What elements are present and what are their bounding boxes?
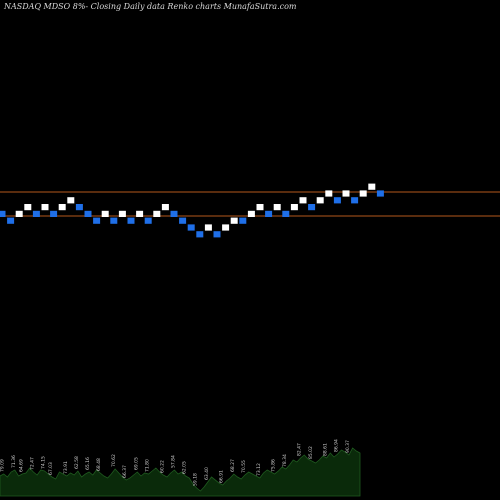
volume-value-label: 70.55	[241, 460, 247, 473]
renko-brick-up	[342, 190, 350, 197]
renko-brick-up	[230, 217, 238, 224]
renko-brick-up	[153, 210, 161, 217]
renko-brick-up	[299, 197, 307, 204]
volume-value-label: 75.86	[271, 459, 277, 472]
renko-brick-up	[204, 224, 212, 231]
volume-value-label: 68.48	[96, 458, 102, 471]
renko-brick-up	[368, 183, 376, 190]
volume-value-label: 66.37	[122, 465, 128, 478]
volume-value-label: 67.03	[48, 462, 54, 475]
volume-value-label: 70.62	[111, 454, 117, 467]
renko-brick-down	[265, 210, 273, 217]
renko-brick-up	[325, 190, 333, 197]
renko-brick-up	[58, 204, 66, 211]
volume-value-label: 65.16	[85, 457, 91, 470]
renko-bricks	[0, 183, 384, 238]
renko-brick-up	[316, 197, 324, 204]
renko-brick-up	[256, 204, 264, 211]
renko-brick-down	[127, 217, 135, 224]
renko-brick-down	[50, 210, 58, 217]
renko-brick-down	[187, 224, 195, 231]
volume-value-label: 57.84	[170, 455, 176, 468]
renko-brick-down	[75, 204, 83, 211]
volume-area	[0, 447, 361, 497]
renko-brick-down	[351, 197, 359, 204]
renko-brick-up	[290, 204, 298, 211]
volume-value-label: 64.69	[18, 459, 24, 472]
renko-brick-up	[67, 197, 75, 204]
volume-value-label: 63.40	[204, 467, 210, 480]
renko-brick-up	[118, 210, 126, 217]
volume-series	[0, 447, 361, 497]
renko-brick-down	[32, 210, 40, 217]
volume-value-label: 82.47	[297, 443, 303, 456]
volume-value-label: 69.05	[133, 457, 139, 470]
volume-value-label: 73.12	[256, 463, 262, 476]
renko-brick-down	[239, 217, 247, 224]
volume-value-label: 72.47	[29, 457, 35, 470]
renko-brick-down	[110, 217, 118, 224]
volume-value-label: 86.94	[334, 439, 340, 452]
renko-brick-up	[136, 210, 144, 217]
renko-brick-down	[144, 217, 152, 224]
renko-brick-down	[282, 210, 290, 217]
volume-value-label: 66.91	[219, 470, 225, 483]
volume-value-label: 60.22	[159, 460, 165, 473]
chart-title: NASDAQ MDSO 8%- Closing Daily data Renko…	[4, 2, 297, 11]
renko-brick-up	[41, 204, 49, 211]
volume-labels: 79.09 71.36 64.69 72.47 74.15 67.03 73.91 62.58…	[0, 439, 351, 486]
volume-value-label: 59.18	[193, 473, 199, 486]
renko-brick-down	[196, 231, 204, 238]
volume-value-label: 71.80	[145, 459, 151, 472]
renko-brick-down	[170, 210, 178, 217]
volume-value-label: 68.27	[230, 459, 236, 472]
volume-value-label: 79.09	[0, 459, 6, 472]
volume-value-label: 73.91	[63, 461, 69, 474]
renko-brick-down	[308, 204, 316, 211]
volume-value-label: 85.02	[308, 446, 314, 459]
volume-value-label: 78.34	[282, 454, 288, 467]
volume-value-label: 71.36	[11, 455, 17, 468]
volume-value-label: 62.58	[74, 456, 80, 469]
renko-brick-up	[101, 210, 109, 217]
renko-brick-up	[247, 210, 255, 217]
renko-brick-down	[333, 197, 341, 204]
renko-brick-down	[84, 210, 92, 217]
volume-value-label: 88.61	[323, 443, 329, 456]
renko-brick-down	[179, 217, 187, 224]
renko-brick-down	[93, 217, 101, 224]
volume-value-label: 62.05	[182, 461, 188, 474]
renko-brick-up	[273, 204, 281, 211]
renko-brick-up	[24, 204, 32, 211]
renko-brick-up	[359, 190, 367, 197]
renko-brick-up	[222, 224, 230, 231]
renko-brick-up	[161, 204, 169, 211]
renko-brick-down	[7, 217, 15, 224]
renko-brick-down	[0, 210, 6, 217]
volume-value-label: 90.37	[345, 440, 351, 453]
renko-brick-up	[15, 210, 23, 217]
volume-value-label: 74.15	[41, 456, 47, 469]
renko-brick-down	[376, 190, 384, 197]
renko-brick-down	[213, 231, 221, 238]
